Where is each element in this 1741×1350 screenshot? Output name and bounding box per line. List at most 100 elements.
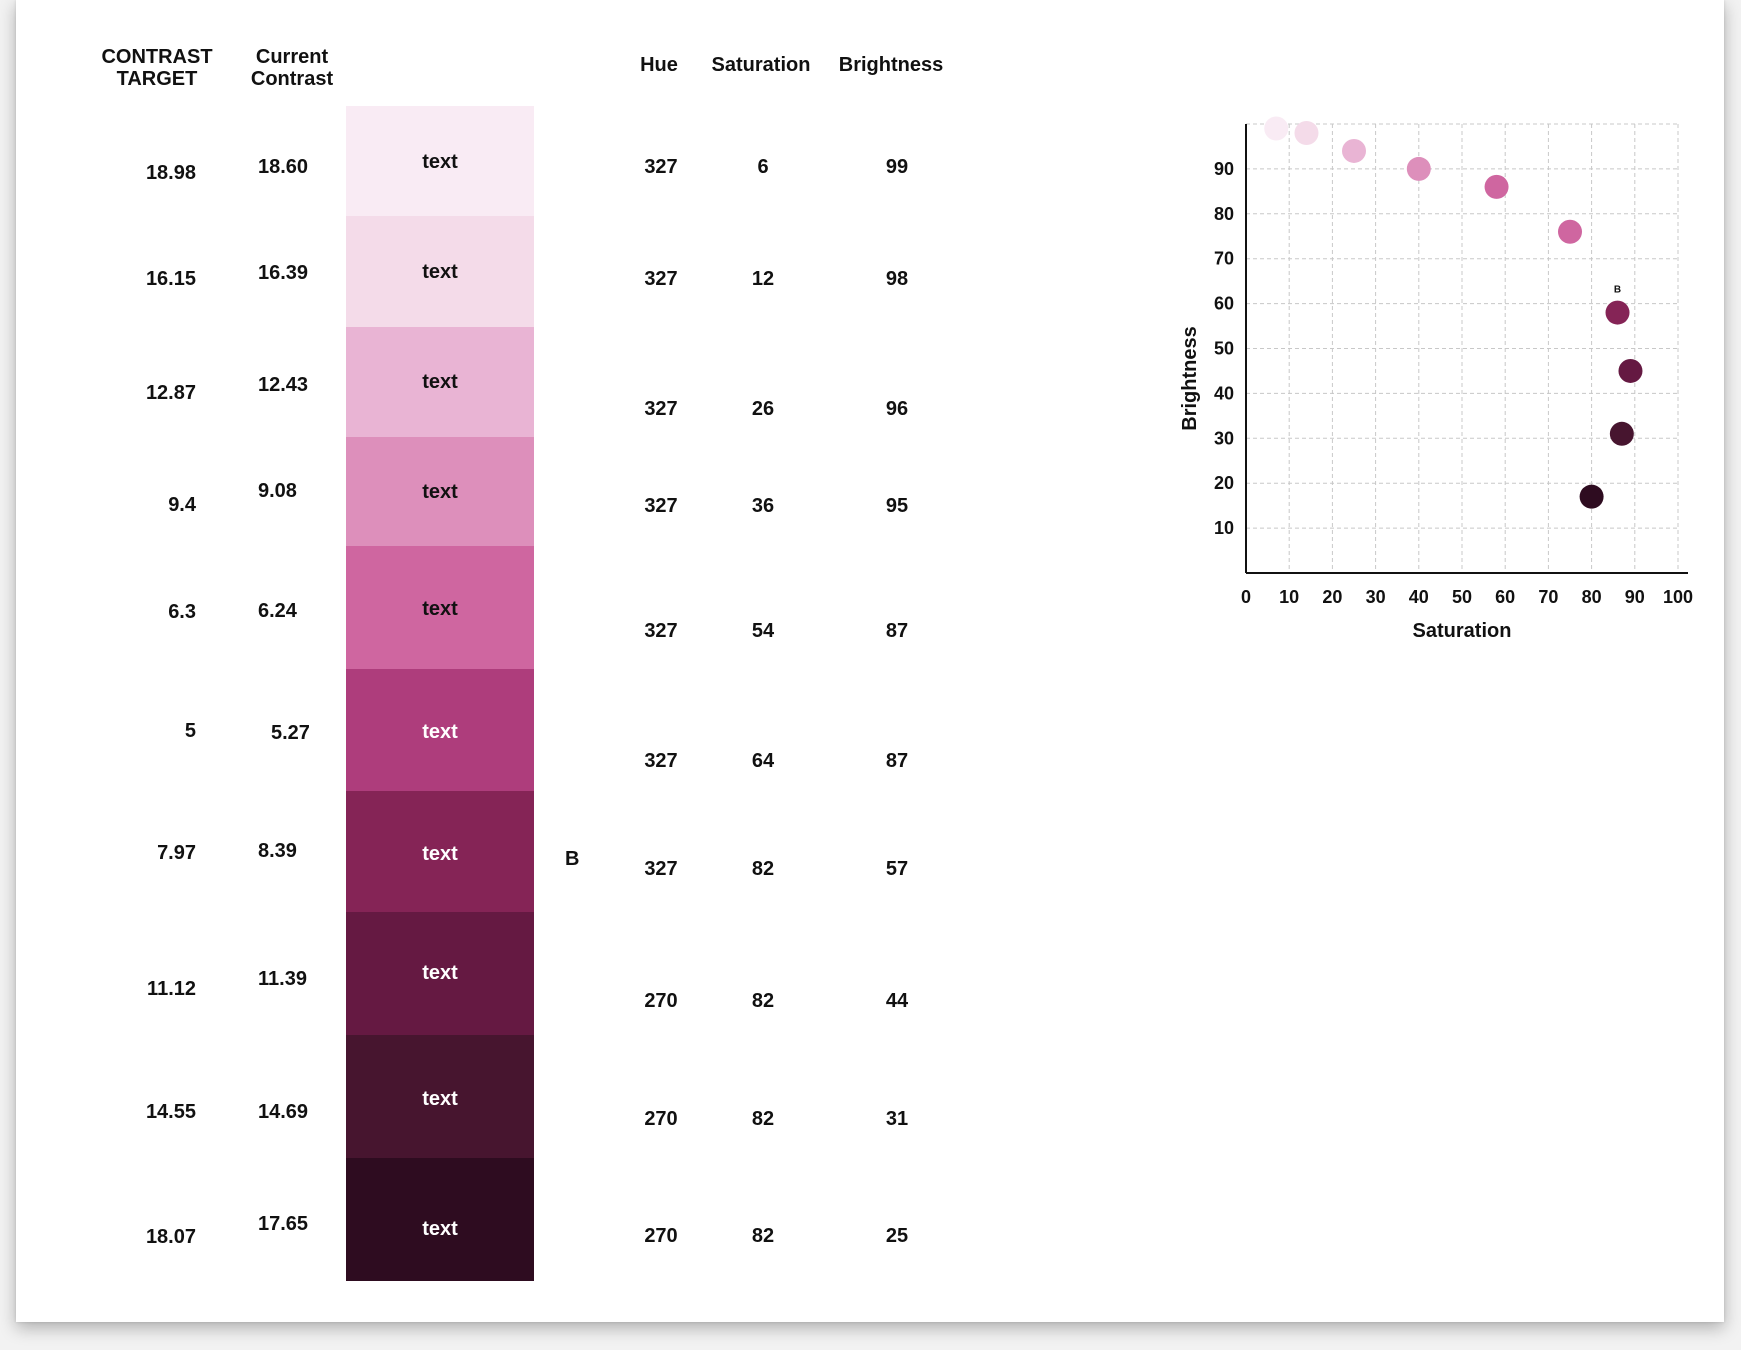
saturation-value: 26 — [751, 398, 775, 420]
x-tick-label: 90 — [1625, 587, 1645, 607]
palette-sheet: CONTRAST TARGET Current Contrast Hue Sat… — [16, 0, 1724, 1322]
color-swatch: text — [346, 106, 534, 216]
current-contrast-value: 5.27 — [271, 722, 310, 744]
swatch-sample-text: text — [422, 261, 458, 283]
y-tick-label: 90 — [1214, 159, 1234, 179]
current-contrast-header-line2: Contrast — [250, 68, 334, 90]
scatter-point-label: B — [1614, 285, 1621, 296]
brightness-value: 87 — [885, 620, 909, 642]
scatter-point — [1618, 358, 1643, 383]
current-contrast-value: 9.08 — [258, 480, 297, 502]
saturation-header: Saturation — [711, 54, 811, 76]
saturation-value: 12 — [751, 268, 775, 290]
color-swatch: text — [346, 327, 534, 437]
scatter-point — [1605, 300, 1630, 325]
saturation-value: 54 — [751, 620, 775, 642]
saturation-value: 6 — [757, 156, 769, 178]
current-contrast-header-line1: Current — [255, 46, 329, 68]
color-swatch: text — [346, 546, 534, 669]
hue-value: 327 — [644, 156, 678, 178]
scatter-point — [1342, 138, 1366, 163]
swatch-sample-text: text — [422, 843, 458, 865]
saturation-value: 82 — [751, 1108, 775, 1130]
y-axis-label: Brightness — [1179, 326, 1201, 430]
hue-value: 327 — [644, 495, 678, 517]
current-contrast-value: 11.39 — [258, 968, 307, 990]
swatch-sample-text: text — [422, 371, 458, 393]
brightness-value: 98 — [885, 268, 909, 290]
x-tick-label: 80 — [1582, 587, 1602, 607]
swatch-sample-text: text — [422, 962, 458, 984]
brightness-value: 87 — [885, 750, 909, 772]
scatter-point — [1609, 421, 1634, 446]
contrast-target-value: 5 — [184, 720, 196, 742]
contrast-target-value: 6.3 — [168, 601, 196, 623]
contrast-target-header-line1: CONTRAST — [101, 46, 213, 68]
saturation-value: 64 — [751, 750, 775, 772]
brightness-value: 25 — [885, 1225, 909, 1247]
swatch-sample-text: text — [422, 1088, 458, 1110]
scatter-point — [1264, 116, 1289, 141]
hue-value: 270 — [644, 1225, 678, 1247]
y-tick-label: 20 — [1214, 473, 1234, 493]
brightness-header: Brightness — [838, 54, 944, 76]
x-tick-label: 30 — [1366, 587, 1386, 607]
contrast-target-header: CONTRAST TARGET — [92, 46, 222, 90]
y-tick-label: 80 — [1214, 204, 1234, 224]
current-contrast-value: 12.43 — [258, 374, 309, 396]
color-swatch: text — [346, 437, 534, 546]
hue-header: Hue — [640, 54, 678, 76]
scatter-point — [1294, 120, 1319, 145]
x-tick-label: 50 — [1452, 587, 1472, 607]
hue-value: 270 — [644, 990, 678, 1012]
swatch-sample-text: text — [422, 721, 458, 743]
scatter-point — [1406, 156, 1431, 181]
brightness-value: 44 — [885, 990, 909, 1012]
y-tick-label: 40 — [1214, 383, 1234, 403]
scatter-point — [1558, 219, 1582, 244]
swatch-sample-text: text — [422, 151, 458, 173]
scatter-point — [1484, 174, 1509, 199]
color-swatch: text — [346, 1035, 534, 1158]
brightness-value: 31 — [885, 1108, 909, 1130]
x-tick-label: 0 — [1241, 587, 1251, 607]
contrast-target-value: 11.12 — [147, 978, 196, 1000]
x-axis-label: Saturation — [1413, 620, 1512, 642]
hue-value: 327 — [644, 858, 678, 880]
y-tick-label: 50 — [1214, 339, 1234, 359]
y-tick-label: 30 — [1214, 428, 1234, 448]
saturation-value: 36 — [751, 495, 775, 517]
base-color-marker: B — [565, 848, 580, 870]
color-swatch: text — [346, 791, 534, 912]
hue-value: 327 — [644, 398, 678, 420]
contrast-target-value: 7.97 — [157, 842, 196, 864]
saturation-value: 82 — [751, 858, 775, 880]
contrast-target-value: 14.55 — [145, 1101, 196, 1123]
hue-value: 327 — [644, 268, 678, 290]
contrast-target-value: 12.87 — [145, 382, 196, 404]
contrast-target-value: 16.15 — [145, 268, 196, 290]
current-contrast-value: 17.65 — [258, 1213, 309, 1235]
hue-value: 327 — [644, 750, 678, 772]
brightness-value: 99 — [885, 156, 909, 178]
scatter-point — [1579, 484, 1604, 509]
current-contrast-value: 16.39 — [258, 262, 309, 284]
y-tick-label: 60 — [1214, 294, 1234, 314]
x-tick-label: 20 — [1322, 587, 1342, 607]
current-contrast-value: 18.60 — [258, 156, 309, 178]
color-swatch: text — [346, 1158, 534, 1281]
color-swatch: text — [346, 669, 534, 791]
x-tick-label: 100 — [1663, 587, 1693, 607]
current-contrast-value: 8.39 — [258, 840, 297, 862]
saturation-brightness-scatter-chart: 0 10 20 30 40 50 60 70 80 90 100 10 20 30 40 50 60 70 80 90… — [1179, 116, 1693, 642]
x-tick-label: 10 — [1279, 587, 1299, 607]
color-swatch: text — [346, 912, 534, 1035]
swatch-sample-text: text — [422, 481, 458, 503]
x-tick-label: 40 — [1409, 587, 1429, 607]
brightness-value: 96 — [885, 398, 909, 420]
contrast-target-value: 18.98 — [145, 162, 196, 184]
swatch-sample-text: text — [422, 598, 458, 620]
saturation-value: 82 — [751, 1225, 775, 1247]
color-swatch: text — [346, 216, 534, 327]
y-tick-label: 70 — [1214, 249, 1234, 269]
